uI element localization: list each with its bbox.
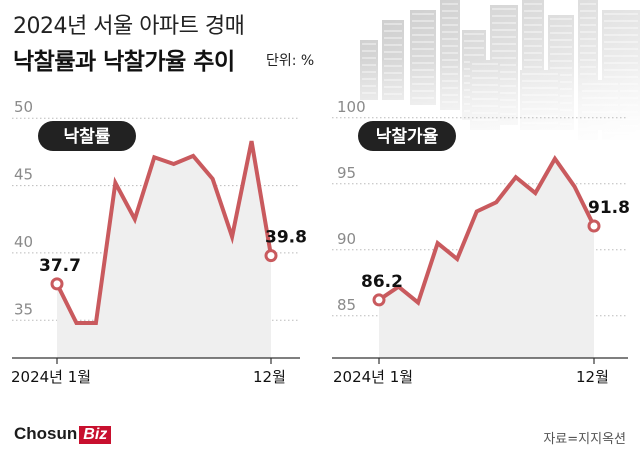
data-label: 37.7 [39,256,81,276]
logo-accent: Biz [79,426,112,444]
area-fill [379,158,594,358]
data-point-marker [264,249,278,263]
x-tick-label: 2024년 1월 [333,368,413,386]
series-badge [38,121,136,151]
data-point-marker [587,219,601,233]
y-tick-label: 95 [337,164,356,182]
unit-label: 단위: % [266,53,315,69]
data-point-marker [50,277,64,291]
series-line [377,154,596,306]
y-tick-label: 35 [14,300,33,318]
series-badge-label: 낙찰가율 [376,127,439,147]
data-point-marker [372,293,386,307]
data-label: 91.8 [588,198,630,218]
series-badge [358,121,456,151]
y-tick-label: 45 [14,166,33,184]
x-tick-label: 12월 [576,368,609,386]
x-tick-label: 2024년 1월 [11,368,91,386]
source-label: 자료=지지옥션 [543,432,626,447]
x-tick-label: 12월 [253,368,286,386]
data-label: 39.8 [265,228,307,248]
data-label: 86.2 [361,272,403,292]
y-tick-label: 90 [337,230,356,248]
y-tick-label: 100 [337,98,366,116]
area-fill [57,141,271,358]
chart-bid-success-rate: 35 40 45 50 37.7 39.8 2024년 1월 12월 낙찰률 [11,98,307,386]
series-badge-label: 낙찰률 [64,127,111,147]
y-tick-label: 85 [337,296,356,314]
title-line-1: 2024년 서울 아파트 경매 [13,14,245,39]
chosunbiz-logo: Chosun Biz [14,424,112,444]
y-tick-label: 50 [14,98,33,116]
logo-text: Chosun [14,424,78,443]
title-line-2: 낙찰률과 낙찰가율 추이 [13,49,235,75]
y-tick-label: 40 [14,233,33,251]
series-line [55,140,273,325]
chart-bid-price-ratio: 85 90 95 100 86.2 91.8 2024년 1월 12월 낙찰가율 [332,98,630,386]
